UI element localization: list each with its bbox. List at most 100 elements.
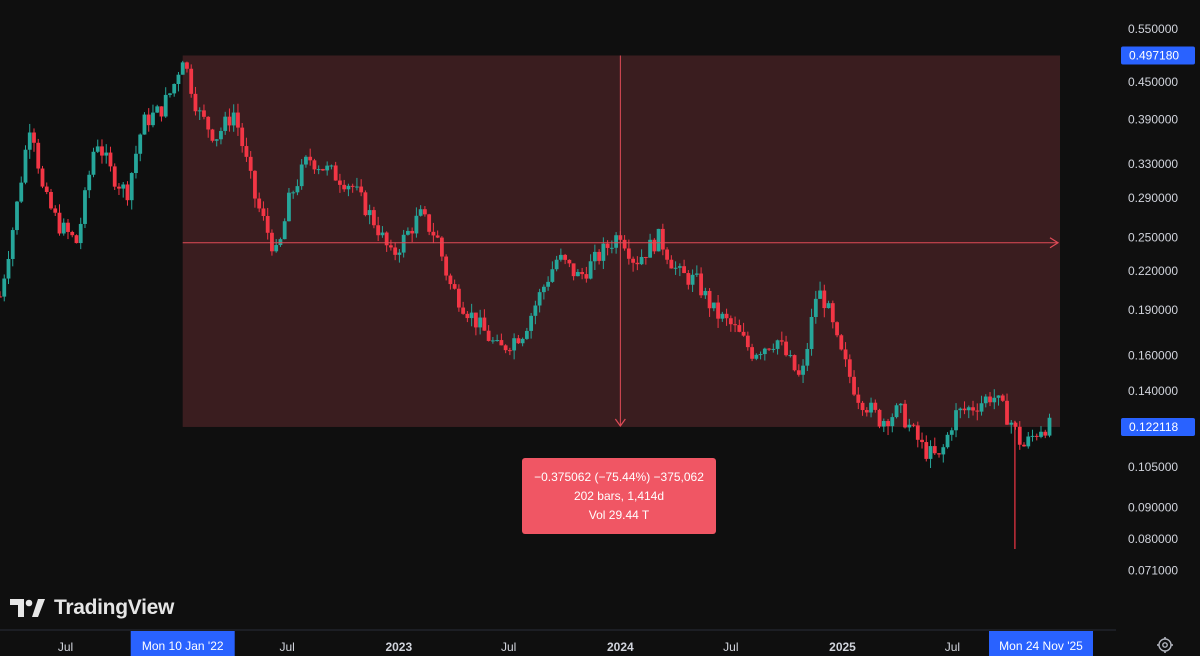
candle-body: [728, 318, 733, 325]
candle-body: [329, 165, 334, 167]
candle-body: [626, 248, 631, 259]
candle-body: [15, 201, 19, 231]
candle-body: [125, 184, 130, 201]
candle-body: [23, 149, 28, 183]
candle-body: [478, 317, 483, 328]
candle-body: [27, 132, 32, 150]
candle-body: [406, 230, 410, 235]
candle-body: [541, 286, 546, 293]
candle-body: [359, 186, 364, 193]
candle-body: [886, 421, 890, 427]
candle-body: [159, 106, 164, 117]
candle-body: [193, 93, 198, 112]
candle-body: [240, 127, 245, 147]
candle-body: [864, 410, 869, 413]
candle-body: [830, 303, 835, 323]
candle-body: [1000, 395, 1005, 401]
candle-body: [949, 430, 954, 435]
candle-body: [1026, 436, 1031, 447]
gear-icon[interactable]: [1156, 636, 1174, 654]
candle-body: [138, 134, 143, 154]
candle-body: [520, 338, 525, 344]
candle-body: [758, 354, 763, 356]
candle-body: [384, 232, 389, 246]
candle-body: [711, 302, 716, 309]
candle-body: [112, 166, 117, 187]
candle-body: [575, 272, 580, 277]
price-tick-label: 0.220000: [1128, 264, 1178, 278]
candle-body: [495, 340, 500, 342]
candle-body: [376, 225, 381, 236]
candle-body: [423, 209, 427, 215]
candle-body: [665, 249, 669, 260]
candle-body: [954, 410, 958, 431]
price-tick-label: 0.390000: [1128, 113, 1178, 127]
candle-body: [380, 232, 385, 236]
candle-body: [176, 74, 181, 84]
candle-body: [418, 209, 423, 216]
candle-body: [36, 142, 41, 169]
candle-body: [1047, 417, 1052, 436]
price-tick-label: 0.071000: [1128, 563, 1178, 577]
candle-body: [490, 340, 495, 342]
candle-body: [843, 349, 848, 360]
candle-body: [762, 348, 767, 355]
candle-body: [1022, 444, 1026, 447]
candle-body: [427, 214, 432, 232]
candle-body: [270, 232, 274, 252]
candle-body: [312, 160, 317, 170]
candle-body: [287, 192, 291, 222]
candle-body: [894, 405, 899, 418]
candle-body: [941, 447, 946, 455]
candle-body: [813, 298, 818, 317]
time-tick-label: Jul: [945, 640, 960, 654]
measure-layer: [182, 55, 1060, 427]
candle-body: [456, 288, 461, 308]
candle-body: [546, 281, 551, 287]
candle-body: [129, 173, 134, 201]
candle-body: [61, 222, 66, 234]
candle-body: [652, 239, 657, 252]
candle-body: [694, 273, 699, 275]
price-tick-label: 0.160000: [1128, 348, 1178, 362]
candle-body: [1039, 431, 1043, 437]
candle-body: [248, 156, 253, 171]
candle-body: [452, 284, 457, 289]
candle-body: [253, 170, 257, 199]
candle-body: [898, 403, 903, 406]
candle-body: [448, 275, 453, 285]
candle-body: [754, 354, 759, 359]
candle-body: [720, 313, 725, 319]
candle-body: [852, 376, 856, 395]
candle-body: [856, 394, 861, 403]
price-axis-background[interactable]: [1116, 0, 1200, 656]
candle-body: [962, 408, 967, 411]
candle-body: [32, 132, 36, 143]
candle-body: [767, 348, 771, 350]
candle-body: [172, 83, 177, 94]
candle-body: [537, 292, 542, 306]
price-tick-label: 0.330000: [1128, 157, 1178, 171]
tradingview-logo[interactable]: TradingView: [10, 596, 174, 620]
candle-body: [70, 231, 75, 236]
candle-body: [563, 254, 568, 260]
candle-body: [826, 303, 831, 309]
candle-body: [928, 446, 933, 459]
candle-body: [325, 165, 330, 171]
candle-body: [503, 345, 508, 351]
candle-body: [554, 259, 559, 270]
candle-body: [592, 251, 597, 262]
candle-body: [635, 262, 640, 265]
candle-body: [614, 235, 619, 248]
candle-body: [567, 259, 572, 264]
candle-body: [915, 425, 920, 440]
candle-body: [372, 210, 376, 226]
candle-body: [202, 110, 206, 117]
candle-body: [308, 156, 313, 161]
candle-body: [223, 116, 228, 131]
candle-body: [873, 402, 878, 410]
price-tag-label: 0.497180: [1129, 48, 1179, 62]
candle-body: [524, 330, 529, 339]
time-tag: [130, 631, 235, 656]
